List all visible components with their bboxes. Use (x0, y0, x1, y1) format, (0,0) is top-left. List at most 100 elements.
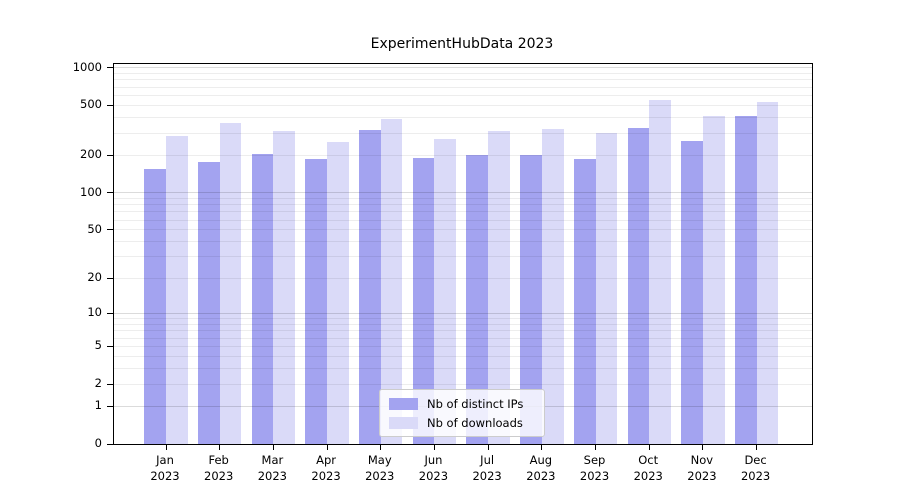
bar-downloads-oct (649, 100, 671, 444)
gridline-50 (114, 229, 812, 231)
y-tick-mark (107, 104, 113, 106)
x-tick-label-may: May 2023 (365, 452, 394, 484)
x-tick-label-dec: Dec 2023 (741, 452, 770, 484)
bar-downloads-apr (327, 142, 349, 444)
x-tick-month: Jul (480, 453, 495, 467)
x-tick-mark (219, 444, 221, 450)
gridline-4 (114, 355, 812, 357)
gridline-30 (114, 256, 812, 258)
x-tick-label-apr: Apr 2023 (311, 452, 340, 484)
bar-downloads-dec (756, 102, 779, 444)
legend-label-distinct-ips: Nb of distinct IPs (427, 397, 524, 411)
bar-downloads-feb (219, 123, 242, 444)
y-tick-label: 50 (87, 221, 102, 236)
x-tick-label-sep: Sep 2023 (580, 452, 609, 484)
x-tick-mark (756, 444, 758, 450)
bar-distinct-ips-feb (197, 162, 220, 444)
x-tick-year: 2023 (418, 469, 449, 483)
bar-downloads-mar (273, 131, 296, 444)
y-tick-label: 100 (80, 184, 102, 199)
gridline-80 (114, 204, 812, 206)
legend-label-downloads: Nb of downloads (427, 416, 523, 430)
x-tick-month: Oct (638, 453, 659, 467)
gridline-700 (114, 86, 812, 88)
gridline-100 (114, 192, 812, 194)
x-tick-label-feb: Feb 2023 (204, 452, 233, 484)
gridline-7 (114, 330, 812, 332)
y-tick-label: 1 (94, 398, 102, 413)
x-tick-year: 2023 (204, 469, 234, 483)
x-tick-year: 2023 (633, 469, 663, 483)
y-tick-mark (107, 192, 113, 194)
legend: Nb of distinct IPs Nb of downloads (379, 389, 545, 437)
gridline-60 (114, 219, 812, 221)
x-tick-month: May (367, 453, 392, 467)
bar-distinct-ips-sep (573, 159, 596, 444)
x-tick-label-jan: Jan 2023 (150, 452, 179, 484)
x-tick-month: Aug (529, 453, 553, 467)
x-tick-month: Jun (424, 453, 443, 467)
y-tick-mark (107, 383, 113, 385)
bar-downloads-aug (541, 128, 564, 444)
bars-layer (114, 64, 812, 444)
y-tick-mark (107, 229, 113, 231)
gridline-300 (114, 132, 812, 134)
gridline-1000 (114, 67, 812, 69)
x-tick-label-mar: Mar 2023 (258, 452, 287, 484)
bar-downloads-nov (702, 116, 725, 444)
y-tick-mark (107, 443, 113, 445)
bar-distinct-ips-nov (681, 140, 703, 444)
gridline-8 (114, 323, 812, 325)
y-tick-label: 500 (80, 97, 102, 112)
y-tick-mark (107, 312, 113, 314)
x-tick-mark (702, 444, 704, 450)
x-tick-month: Nov (690, 453, 714, 467)
y-tick-mark (107, 277, 113, 279)
x-tick-year: 2023 (365, 469, 395, 483)
bar-distinct-ips-dec (734, 115, 757, 444)
gridline-6 (114, 337, 812, 339)
legend-swatch-distinct-ips (389, 398, 418, 410)
tick-layer (107, 64, 812, 450)
x-tick-mark (165, 444, 167, 450)
gridline-500 (114, 104, 812, 106)
bar-downloads-sep (595, 133, 618, 444)
y-tick-label: 20 (87, 270, 102, 285)
gridline-5 (114, 345, 812, 347)
x-tick-mark (326, 444, 328, 450)
x-tick-year: 2023 (311, 469, 341, 483)
chart-title: ExperimentHubData 2023 (370, 36, 554, 52)
x-tick-mark (380, 444, 382, 450)
bar-distinct-ips-may (359, 129, 381, 444)
x-tick-mark (272, 444, 274, 450)
gridline-2 (114, 383, 812, 385)
gridline-90 (114, 197, 812, 199)
x-tick-label-aug: Aug 2023 (526, 452, 555, 484)
grid-layer (114, 64, 812, 444)
x-tick-month: Sep (583, 453, 606, 467)
plot-area (107, 63, 813, 450)
x-tick-year: 2023 (257, 469, 288, 483)
gridline-40 (114, 241, 812, 243)
gridline-800 (114, 79, 812, 81)
x-tick-label-oct: Oct 2023 (634, 452, 663, 484)
bar-distinct-ips-oct (627, 128, 650, 444)
gridline-600 (114, 95, 812, 97)
legend-row-downloads: Nb of downloads (389, 416, 535, 430)
gridline-20 (114, 277, 812, 279)
x-tick-month: Apr (316, 453, 337, 467)
y-tick-label: 10 (87, 305, 102, 320)
y-tick-mark (107, 67, 113, 69)
x-tick-year: 2023 (150, 469, 180, 483)
bar-distinct-ips-apr (305, 159, 328, 444)
x-tick-label-nov: Nov 2023 (687, 452, 716, 484)
y-tick-label: 200 (80, 147, 102, 162)
gridline-200 (114, 154, 812, 156)
x-tick-mark (433, 444, 435, 450)
x-tick-month: Mar (261, 453, 284, 467)
gridline-3 (114, 368, 812, 369)
bar-downloads-jan (166, 135, 188, 444)
bar-distinct-ips-mar (251, 153, 274, 444)
y-tick-label: 2 (94, 376, 102, 391)
